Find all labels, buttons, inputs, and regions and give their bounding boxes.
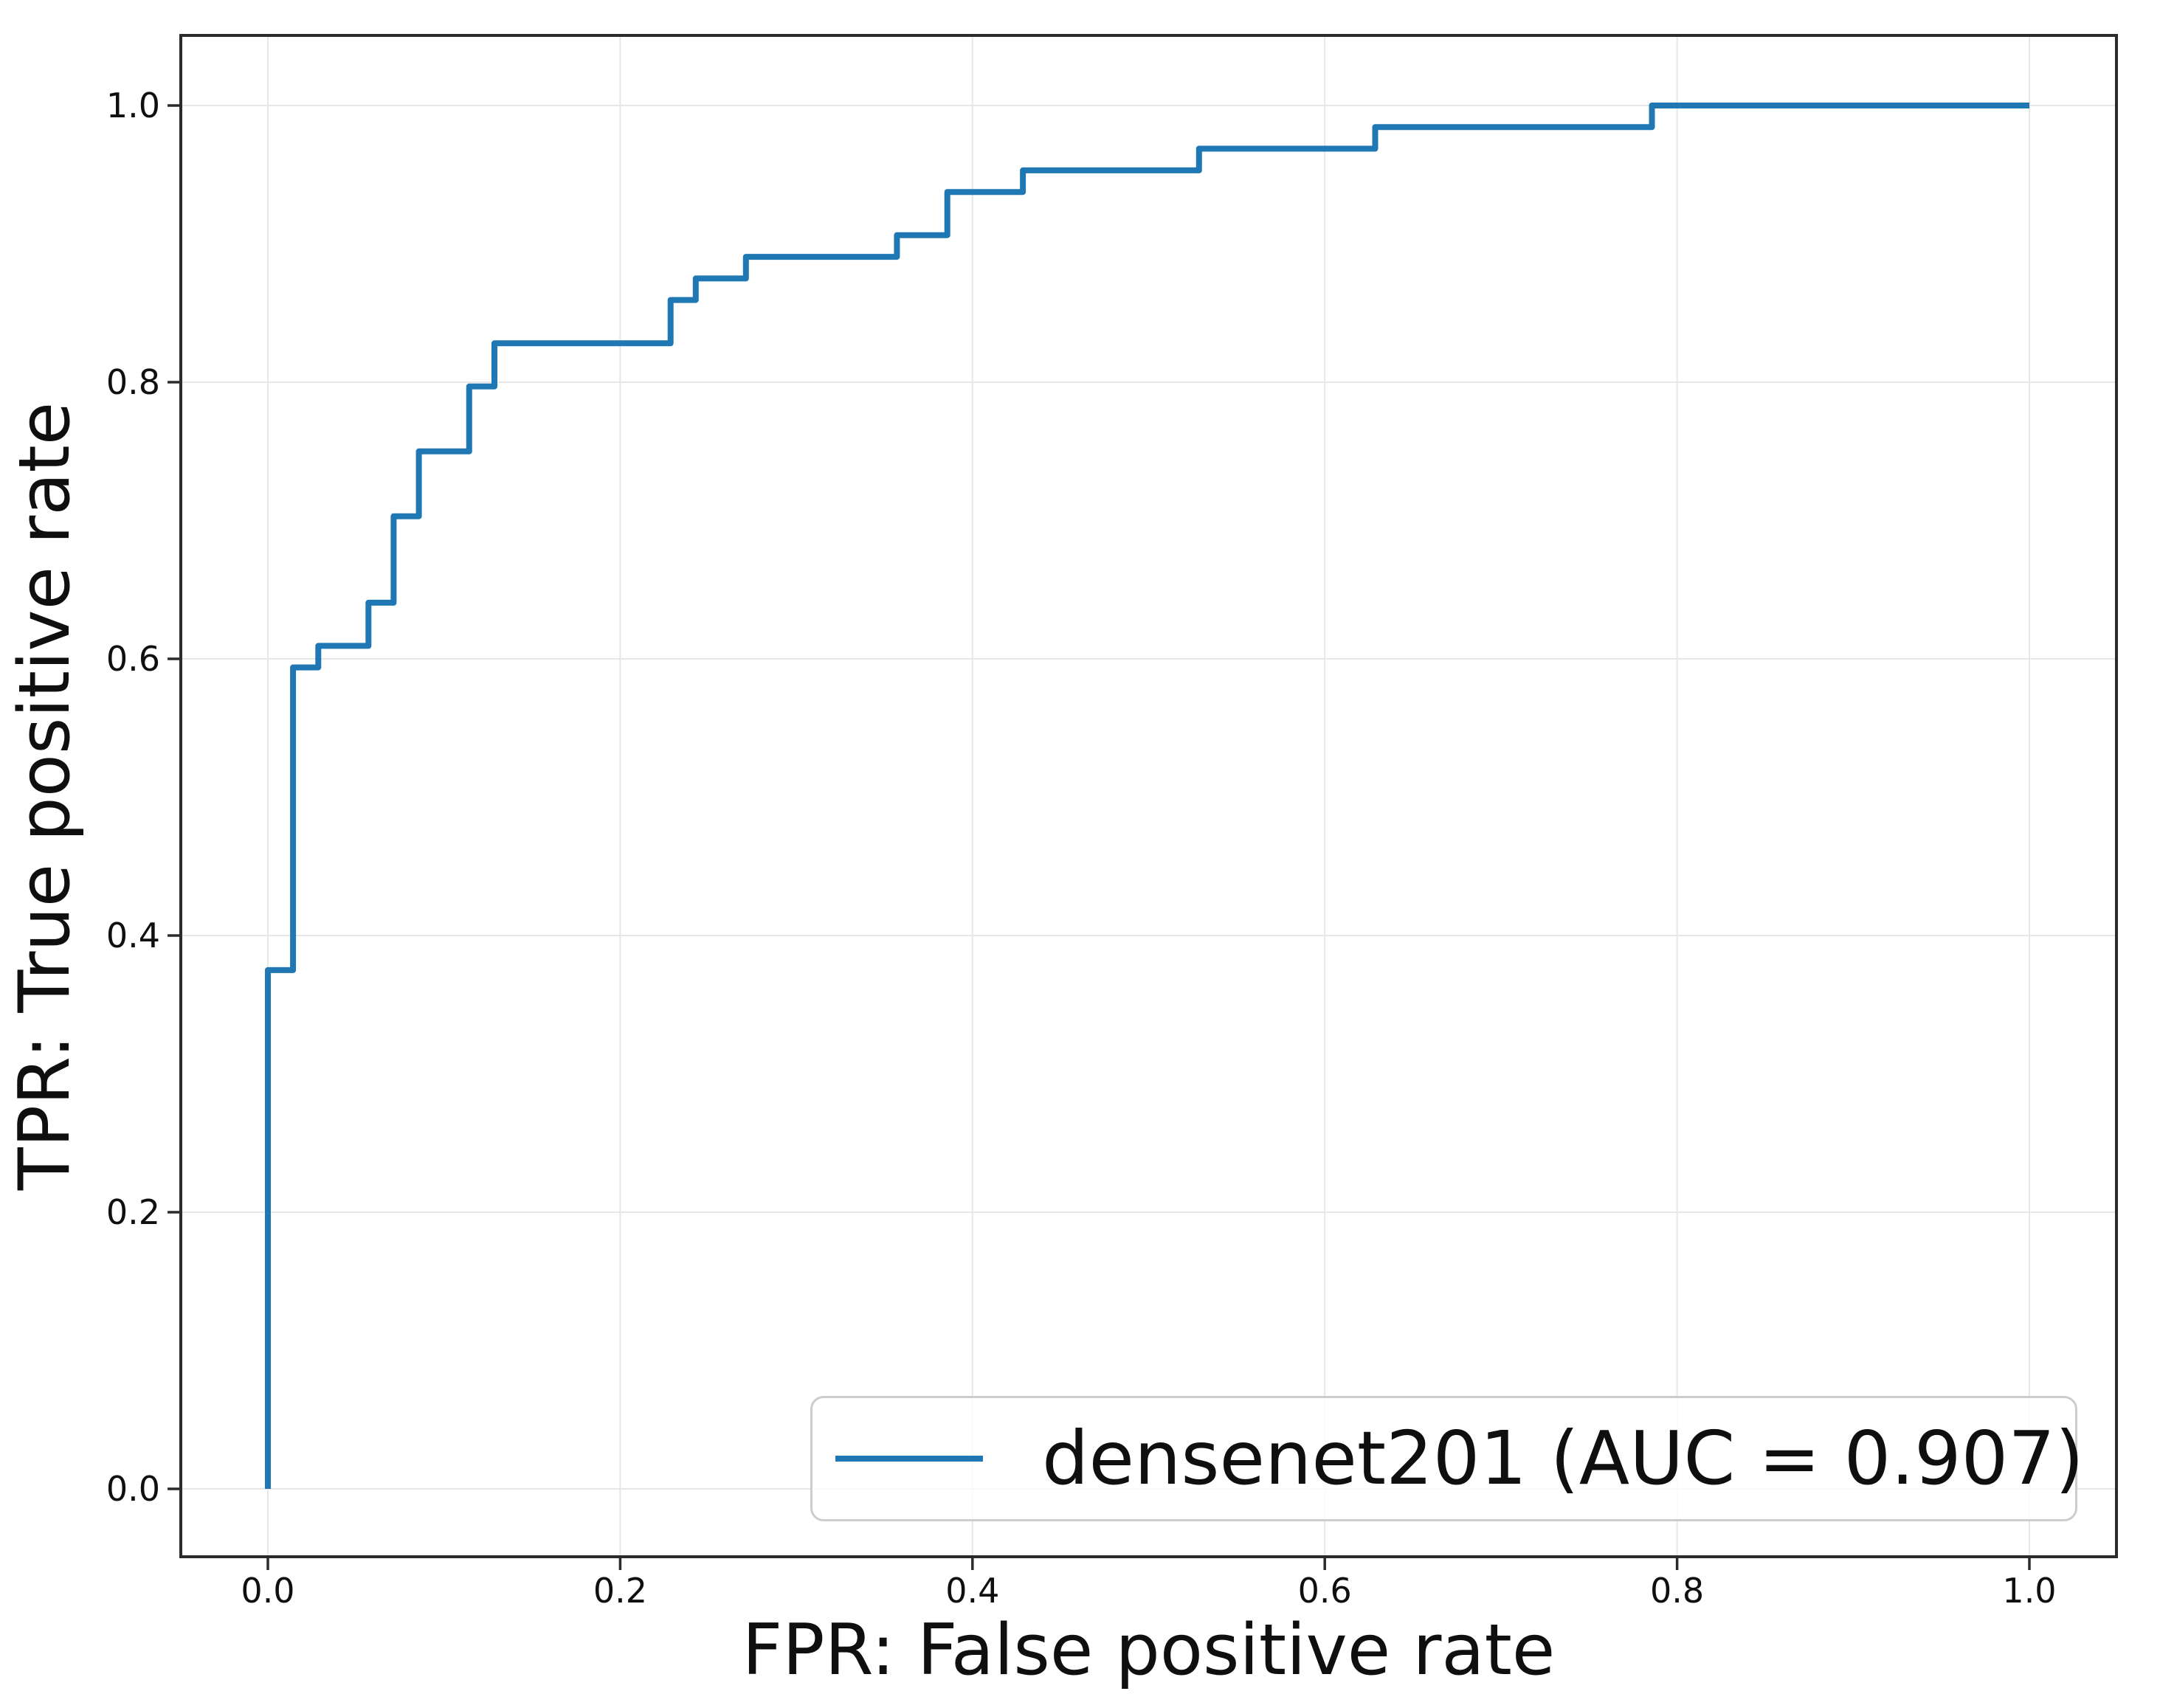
y-tick-label: 0.4 <box>106 916 160 955</box>
y-axis-label: TPR: True positive rate <box>4 401 86 1191</box>
x-tick-label: 0.6 <box>1298 1571 1352 1611</box>
y-tick-label: 0.8 <box>106 362 160 402</box>
legend: densenet201 (AUC = 0.907) <box>810 1396 2084 1521</box>
plot-spines <box>179 34 2118 1558</box>
x-tick-label: 0.0 <box>241 1571 294 1611</box>
y-tick-label: 1.0 <box>106 86 160 125</box>
y-tick-label: 0.2 <box>106 1192 160 1232</box>
legend-line-swatch <box>835 1456 983 1462</box>
x-tick-label: 0.8 <box>1650 1571 1704 1611</box>
x-tick-label: 0.4 <box>945 1571 999 1611</box>
roc-curve-densenet201 <box>265 103 2029 1489</box>
x-tick-label: 0.2 <box>593 1571 647 1611</box>
y-tick-label: 0.0 <box>106 1469 160 1509</box>
x-axis-label: FPR: False positive rate <box>742 1610 1556 1691</box>
y-tick-label: 0.6 <box>106 639 160 679</box>
x-tick-label: 1.0 <box>2002 1571 2056 1611</box>
legend-label: densenet201 (AUC = 0.907) <box>1042 1415 2084 1501</box>
